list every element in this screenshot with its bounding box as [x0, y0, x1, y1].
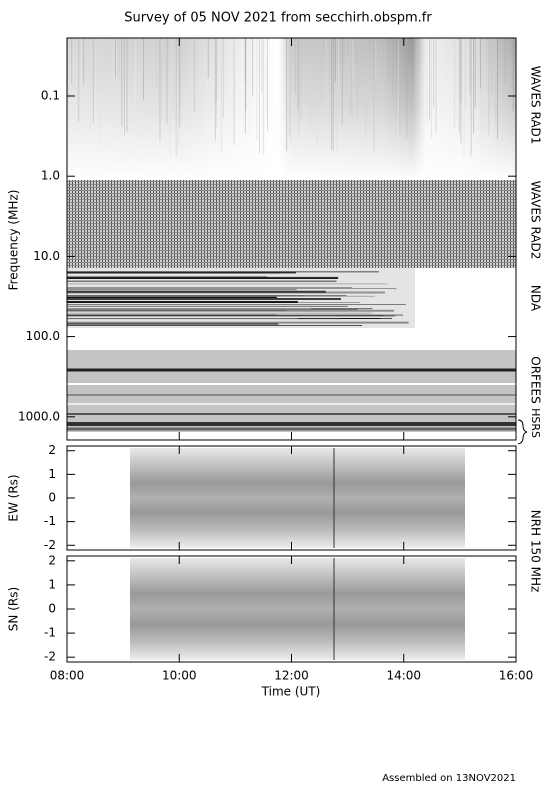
frequency-tick-label: 10.0: [33, 249, 60, 263]
frequency-tick-label: 0.1: [41, 89, 60, 103]
instrument-label: WAVES RAD2: [529, 181, 543, 260]
x-tick-label: 12:00: [274, 669, 309, 683]
ew-axis-label: EW (Rs): [7, 474, 21, 521]
frequency-tick-label: 1000.0: [18, 409, 60, 423]
instrument-label: HSRS: [529, 408, 542, 438]
nrh-label: NRH 150 MHz: [529, 510, 543, 593]
y-tick-label: 2: [48, 443, 56, 457]
title: Survey of 05 NOV 2021 from secchirh.obsp…: [124, 11, 432, 26]
footer: Assembled on 13NOV2021: [382, 773, 516, 784]
frequency-axis-label: Frequency (MHz): [7, 190, 21, 291]
frequency-tick-label: 100.0: [26, 329, 60, 343]
y-tick-label: 2: [48, 553, 56, 567]
x-tick-label: 14:00: [386, 669, 421, 683]
hsrs-brace: [517, 419, 528, 445]
nrh-ew-image: [130, 448, 465, 548]
rad1-fade: [67, 38, 516, 176]
instrument-label: WAVES RAD1: [529, 66, 543, 145]
instrument-label: ORFEES: [529, 356, 543, 403]
y-tick-label: -2: [44, 538, 56, 552]
y-tick-label: 1: [48, 467, 56, 481]
spectrogram-layers: [66, 38, 516, 660]
y-tick-label: 0: [48, 602, 56, 616]
y-tick-label: 1: [48, 577, 56, 591]
rad2-spectrogram: [67, 180, 516, 268]
x-tick-label: 08:00: [50, 669, 85, 683]
time-axis-label: Time (UT): [261, 685, 321, 699]
y-tick-label: -1: [44, 626, 56, 640]
orfees-spectrogram: [67, 350, 516, 432]
y-tick-label: -2: [44, 650, 56, 664]
sn-axis-label: SN (Rs): [7, 587, 21, 631]
y-tick-label: 0: [48, 491, 56, 505]
y-tick-label: -1: [44, 514, 56, 528]
frequency-tick-label: 1.0: [41, 169, 60, 183]
nrh-sn-image: [130, 558, 465, 660]
x-tick-label: 10:00: [162, 669, 197, 683]
x-tick-label: 16:00: [499, 669, 534, 683]
instrument-label: NDA: [529, 285, 543, 312]
